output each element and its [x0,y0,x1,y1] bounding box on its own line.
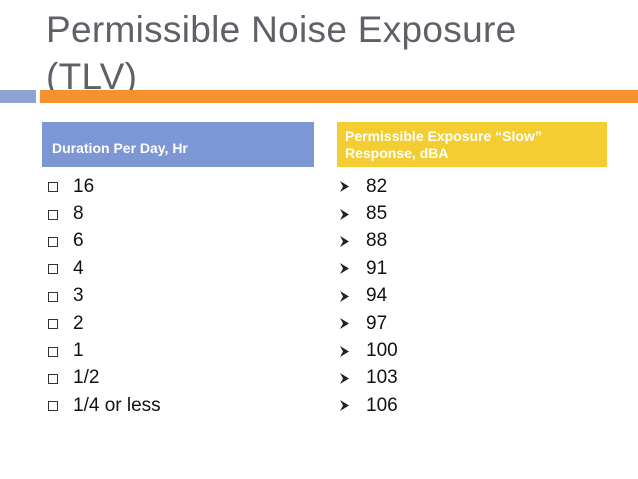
exposure-value: 106 [366,394,398,416]
accent-bar-blue [0,90,36,103]
duration-list-item: 6 [48,228,161,255]
arrow-bullet-icon [340,318,352,330]
arrow-bullet-icon [340,208,352,220]
exposure-value: 103 [366,367,398,389]
arrow-bullet-icon [340,290,352,302]
duration-list-item: 2 [48,310,161,337]
duration-list-item: 8 [48,200,161,227]
arrow-bullet-icon [340,400,352,412]
square-bullet-icon [48,346,58,357]
accent-bar-orange [40,90,638,103]
exposure-value: 85 [366,203,388,225]
exposure-value: 82 [366,175,388,197]
exposure-value: 88 [366,230,388,252]
exposure-list-item: 97 [340,310,398,337]
exposure-list-item: 88 [340,228,398,255]
duration-list-item: 1 [48,337,161,364]
duration-value: 16 [73,175,95,197]
exposure-column-header: Permissible Exposure “Slow” Response, dB… [337,122,607,167]
exposure-value: 91 [366,257,388,279]
exposure-list-item: 85 [340,200,398,227]
duration-value: 1 [73,340,84,362]
arrow-bullet-icon [340,345,352,357]
duration-value: 8 [73,203,84,225]
square-bullet-icon [48,236,58,247]
duration-list-item: 3 [48,283,161,310]
square-bullet-icon [48,373,58,384]
duration-value: 2 [73,312,84,334]
slide-title: Permissible Noise Exposure (TLV) [46,9,517,97]
duration-value: 3 [73,285,84,307]
exposure-value: 100 [366,340,398,362]
square-bullet-icon [48,209,58,220]
duration-value: 1/4 or less [73,394,161,416]
duration-value: 1/2 [73,367,100,389]
duration-list-item: 1/4 or less [48,392,161,419]
duration-list: 16 8 6 4 3 2 1 1/2 1/4 or less [48,173,161,420]
square-bullet-icon [48,182,58,193]
exposure-list-item: 106 [340,392,398,419]
exposure-list-item: 100 [340,337,398,364]
exposure-column-header-label: Permissible Exposure “Slow” Response, dB… [345,127,542,161]
exposure-list-item: 94 [340,283,398,310]
arrow-bullet-icon [340,235,352,247]
duration-list-item: 4 [48,255,161,282]
exposure-list-item: 82 [340,173,398,200]
duration-list-item: 16 [48,173,161,200]
duration-column-header: Duration Per Day, Hr [42,122,314,167]
exposure-list-item: 103 [340,365,398,392]
square-bullet-icon [48,319,58,330]
exposure-value: 94 [366,285,388,307]
duration-list-item: 1/2 [48,365,161,392]
square-bullet-icon [48,401,58,412]
duration-value: 6 [73,230,84,252]
exposure-list-item: 91 [340,255,398,282]
arrow-bullet-icon [340,263,352,275]
exposure-value: 97 [366,312,388,334]
arrow-bullet-icon [340,181,352,193]
arrow-bullet-icon [340,372,352,384]
square-bullet-icon [48,264,58,275]
exposure-list: 82 85 88 91 94 97 100 103 106 [340,173,398,420]
square-bullet-icon [48,291,58,302]
duration-value: 4 [73,257,84,279]
duration-column-header-label: Duration Per Day, Hr [52,139,188,156]
